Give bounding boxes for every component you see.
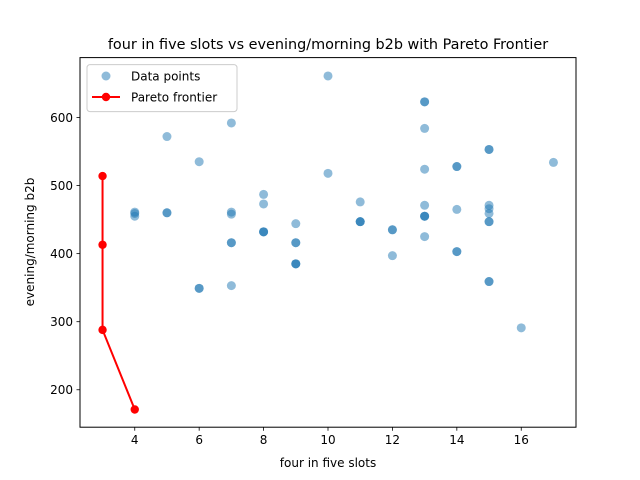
data-point — [516, 323, 526, 333]
data-point — [420, 97, 430, 107]
legend-marker-data-points — [101, 71, 111, 81]
data-point — [323, 168, 333, 178]
legend-label-data-points: Data points — [131, 70, 200, 84]
y-tick-label: 600 — [50, 111, 73, 125]
data-point — [484, 277, 494, 287]
legend-box — [86, 64, 238, 113]
x-tick-label: 14 — [449, 433, 464, 447]
pareto-frontier-point — [98, 240, 107, 249]
pareto-frontier-point — [130, 405, 139, 414]
data-point — [226, 238, 236, 248]
x-tick-label: 6 — [195, 433, 203, 447]
data-point — [420, 164, 430, 174]
data-point — [194, 283, 204, 293]
data-point — [452, 204, 462, 214]
data-point — [548, 157, 558, 167]
data-point — [291, 219, 301, 229]
data-point — [484, 217, 494, 227]
data-point — [162, 132, 172, 142]
x-axis: 4 6 8 10 12 14 16 — [131, 427, 529, 447]
data-point — [226, 118, 236, 128]
pareto-frontier-point — [98, 171, 107, 181]
y-tick-label: 200 — [50, 383, 73, 397]
pareto-frontier-line — [101, 176, 136, 410]
chart-title: four in five slots vs evening/morning b2… — [108, 37, 548, 53]
data-point — [452, 247, 462, 257]
data-point — [484, 208, 494, 218]
data-point — [355, 197, 365, 207]
data-point — [452, 162, 462, 172]
data-point — [194, 157, 204, 167]
x-tick-label: 12 — [385, 433, 400, 447]
data-point — [130, 207, 140, 217]
y-tick-label: 300 — [50, 315, 73, 329]
data-point — [420, 232, 430, 242]
data-point — [226, 281, 236, 291]
legend: Data points Pareto frontier — [86, 64, 238, 113]
data-point — [484, 144, 494, 154]
data-point — [259, 227, 269, 237]
data-point — [162, 208, 172, 218]
x-tick-label: 16 — [514, 433, 529, 447]
legend-label-pareto-frontier: Pareto frontier — [131, 91, 217, 105]
data-point — [387, 225, 397, 235]
data-point — [420, 211, 430, 221]
x-tick-label: 4 — [131, 433, 139, 447]
plot-area — [79, 57, 577, 428]
y-axis-label: evening/morning b2b — [23, 178, 37, 307]
y-tick-label: 400 — [50, 247, 73, 261]
data-point — [323, 71, 333, 81]
pareto-frontier-series — [98, 171, 139, 414]
data-point — [259, 189, 269, 199]
x-axis-label: four in five slots — [280, 456, 376, 470]
data-point — [291, 259, 301, 269]
data-point — [259, 199, 269, 209]
data-point — [226, 209, 236, 219]
legend-marker-pareto-frontier — [101, 92, 111, 102]
scatter-series — [130, 71, 558, 333]
pareto-frontier-point — [98, 325, 107, 335]
data-point — [387, 251, 397, 261]
x-tick-label: 8 — [260, 433, 268, 447]
y-axis: 200 300 400 500 600 — [50, 111, 80, 397]
data-point — [420, 200, 430, 210]
data-point — [355, 217, 365, 227]
y-tick-label: 500 — [50, 179, 73, 193]
data-point — [420, 123, 430, 133]
x-tick-label: 10 — [320, 433, 335, 447]
data-point — [291, 238, 301, 248]
